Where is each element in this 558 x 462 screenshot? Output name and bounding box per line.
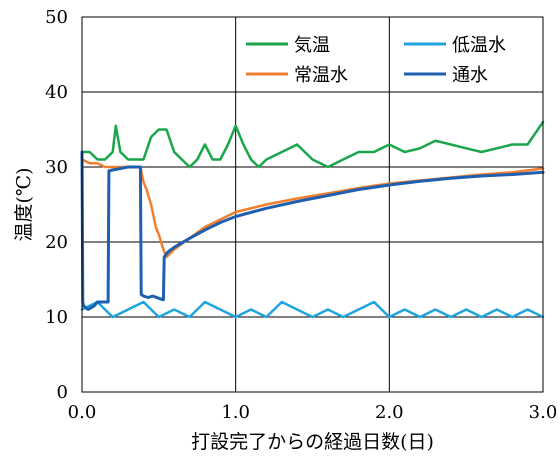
- legend-label: 常温水: [294, 65, 348, 86]
- x-tick-labels: 0.0 1.0 2.0 3.0: [68, 402, 558, 423]
- plot-frame: [81, 16, 544, 393]
- series-line-3: [80, 150, 545, 311]
- y-tick-label: 20: [45, 232, 68, 253]
- series-lines: [80, 120, 545, 319]
- y-tick-label: 50: [45, 7, 68, 28]
- y-tick-labels: 0 10 20 30 40 50: [45, 7, 68, 403]
- x-axis-title: 打設完了からの経過日数(日): [191, 431, 434, 453]
- legend-label: 低温水: [452, 35, 506, 56]
- y-tick-label: 0: [57, 382, 68, 403]
- x-tick-label: 0.0: [68, 402, 97, 423]
- y-axis-title: 温度(℃): [13, 167, 35, 241]
- y-tick-label: 40: [45, 82, 68, 103]
- y-tick-label: 10: [45, 307, 68, 328]
- x-tick-label: 2.0: [375, 402, 404, 423]
- series-line-0: [80, 120, 545, 169]
- y-tick-label: 30: [45, 157, 68, 178]
- grid-lines: [82, 17, 543, 392]
- x-tick-label: 3.0: [529, 402, 558, 423]
- legend-label: 気温: [294, 35, 330, 56]
- x-tick-label: 1.0: [221, 402, 250, 423]
- series-line-1: [80, 300, 545, 319]
- legend-label: 通水: [452, 65, 488, 86]
